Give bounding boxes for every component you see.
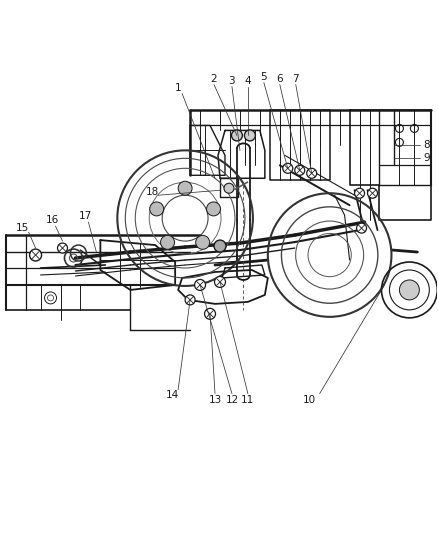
Text: 13: 13	[208, 394, 222, 405]
Circle shape	[57, 243, 67, 253]
Circle shape	[355, 188, 364, 198]
Circle shape	[150, 202, 164, 216]
Text: 14: 14	[166, 390, 179, 400]
Text: 17: 17	[79, 211, 92, 221]
Text: 7: 7	[293, 74, 299, 84]
Text: 18: 18	[145, 187, 159, 197]
Circle shape	[214, 240, 226, 252]
Circle shape	[357, 223, 367, 233]
Circle shape	[215, 277, 226, 287]
Text: 3: 3	[229, 76, 235, 86]
Circle shape	[196, 236, 210, 249]
Circle shape	[205, 309, 215, 319]
Circle shape	[399, 280, 419, 300]
Circle shape	[161, 236, 174, 249]
Circle shape	[178, 181, 192, 195]
Circle shape	[307, 168, 317, 178]
Text: 2: 2	[211, 74, 217, 84]
Circle shape	[231, 130, 242, 141]
Circle shape	[30, 249, 42, 261]
Text: 4: 4	[244, 76, 251, 86]
Text: 1: 1	[175, 83, 181, 93]
Text: 9: 9	[423, 154, 430, 163]
Circle shape	[224, 183, 234, 193]
Text: 16: 16	[46, 215, 59, 225]
Text: 15: 15	[16, 223, 29, 233]
Circle shape	[283, 163, 293, 173]
Text: 11: 11	[241, 394, 254, 405]
Text: 6: 6	[276, 74, 283, 84]
Circle shape	[244, 130, 255, 141]
Circle shape	[295, 165, 305, 175]
Circle shape	[367, 188, 378, 198]
Text: 8: 8	[423, 140, 430, 150]
Text: 10: 10	[303, 394, 316, 405]
Circle shape	[194, 279, 205, 290]
Circle shape	[185, 295, 195, 305]
Text: 12: 12	[225, 394, 239, 405]
Text: 5: 5	[261, 71, 267, 82]
Circle shape	[207, 202, 220, 216]
